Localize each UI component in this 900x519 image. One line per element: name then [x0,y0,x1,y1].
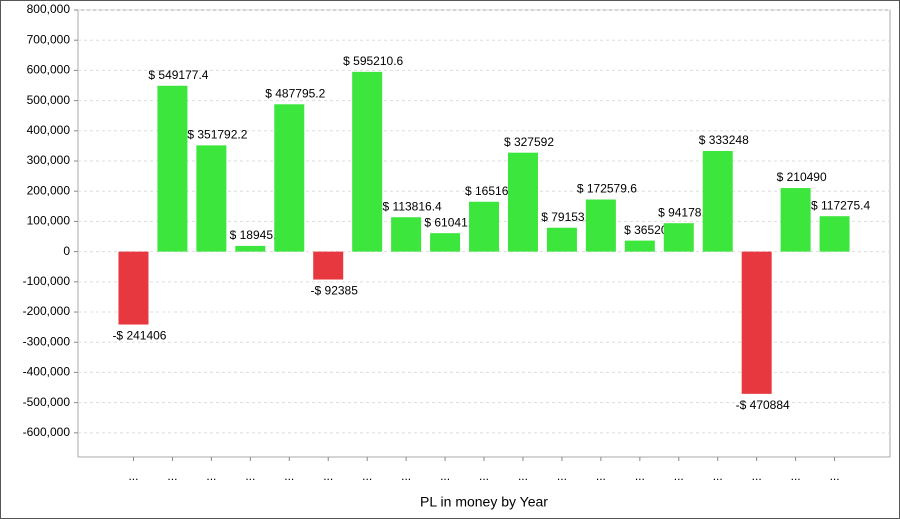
x-tick-label: ... [518,469,528,483]
data-label: $ 94178.8 [658,205,712,219]
y-tick-label: -500,000 [23,395,71,409]
x-tick-label: ... [245,469,255,483]
x-tick-label: ... [674,469,684,483]
data-label: $ 165167 [465,184,515,198]
bar [313,251,344,280]
bar [469,201,500,252]
data-label: $ 36520 [624,223,668,237]
data-label: $ 18945.8 [230,228,284,242]
x-tick-label: ... [323,469,333,483]
y-tick-label: 200,000 [27,183,71,197]
bar [118,251,149,325]
data-label: $ 79153.2 [541,210,595,224]
data-label: $ 333248 [699,133,749,147]
x-tick-label: ... [752,469,762,483]
bar [196,145,227,252]
y-tick-label: 100,000 [27,214,71,228]
x-tick-label: ... [791,469,801,483]
x-tick-label: ... [596,469,606,483]
bar [585,199,616,252]
bar [741,251,772,394]
y-tick-label: -200,000 [23,304,71,318]
data-label: $ 549177.4 [148,68,208,82]
y-tick-label: 800,000 [27,2,71,16]
y-tick-label: 300,000 [27,153,71,167]
x-tick-label: ... [362,469,372,483]
data-label: -$ 241406 [112,329,166,343]
bar [157,85,188,252]
y-tick-label: 400,000 [27,123,71,137]
data-label: $ 351792.2 [187,128,247,142]
x-tick-label: ... [557,469,567,483]
x-tick-label: ... [284,469,294,483]
data-label: $ 113816.4 [383,199,442,213]
bar [352,71,383,252]
x-tick-label: ... [167,469,177,483]
bar [819,216,850,252]
data-label: $ 61041.2 [424,215,478,229]
y-tick-label: 600,000 [27,63,71,77]
y-tick-label: -400,000 [23,365,71,379]
x-tick-label: ... [479,469,489,483]
data-label: $ 327592 [504,135,554,149]
bar [235,245,266,252]
y-tick-label: -300,000 [23,334,71,348]
data-label: $ 595210.6 [343,54,403,68]
x-tick-label: ... [713,469,723,483]
bar [780,188,811,252]
y-tick-label: 500,000 [27,93,71,107]
y-tick-label: -100,000 [23,274,71,288]
y-tick-label: 700,000 [27,32,71,46]
x-tick-label: ... [128,469,138,483]
bar [274,104,305,252]
data-label: $ 210490 [777,170,827,184]
bar [702,150,733,252]
x-tick-label: ... [440,469,450,483]
x-tick-label: ... [830,469,840,483]
bar [430,233,461,252]
x-tick-label: ... [635,469,645,483]
bar [391,217,422,252]
bar [546,227,577,252]
bar [507,152,538,252]
x-axis-label: PL in money by Year [420,494,548,510]
y-tick-label: -600,000 [23,425,71,439]
bar [663,223,694,252]
x-tick-label: ... [206,469,216,483]
bar [624,240,655,252]
data-label: $ 117275.4 [811,198,870,212]
data-label: -$ 92385 [311,284,359,298]
x-tick-label: ... [401,469,411,483]
data-label: $ 172579.6 [577,182,637,196]
data-label: -$ 470884 [736,398,790,412]
y-tick-label: 0 [63,244,70,258]
data-label: $ 487795.2 [265,86,325,100]
